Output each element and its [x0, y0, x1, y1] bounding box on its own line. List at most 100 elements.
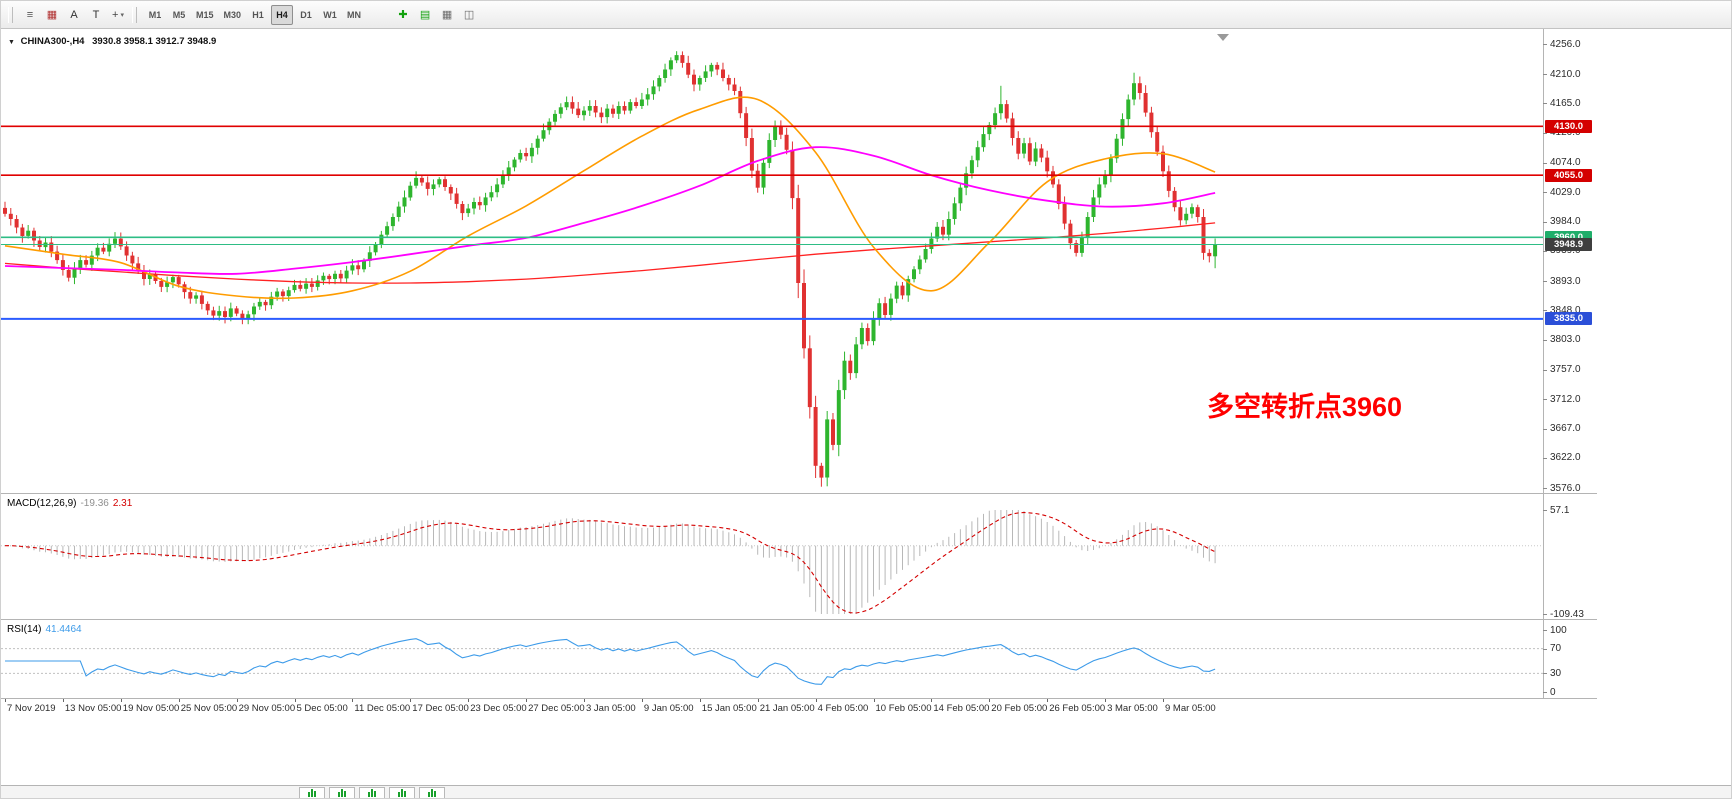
symbol-dropdown-icon[interactable]: ▼ — [8, 39, 15, 46]
chart-shift-marker-icon[interactable] — [1217, 34, 1229, 41]
time-axis-tick — [5, 699, 6, 702]
ma-fast-orange[interactable] — [4, 96, 1216, 300]
moving-averages-layer — [4, 96, 1216, 300]
axis-price-label: 57.1 — [1550, 504, 1570, 516]
candlestick-chart[interactable] — [1, 29, 1543, 493]
label-tool-button: T — [92, 8, 100, 21]
timeframe-button-w1[interactable]: W1 — [323, 9, 337, 20]
pane-separator — [1, 698, 1597, 699]
time-axis-label: 11 Dec 05:00 — [354, 703, 411, 714]
label-tool-button[interactable]: T — [86, 5, 106, 25]
timeframe-button-h1[interactable]: H1 — [252, 9, 264, 20]
macd-histogram — [10, 510, 1216, 614]
chart-tab-icon — [308, 789, 316, 797]
price-badge: 4055.0 — [1545, 168, 1592, 182]
time-axis-tick — [641, 699, 643, 702]
rsi-line — [5, 638, 1216, 685]
new-chart-icon[interactable]: ▦ — [42, 5, 62, 25]
time-axis-label: 10 Feb 05:00 — [875, 703, 932, 714]
toolbar-tools-group: ≡ ▦ A T + ▾ — [19, 5, 129, 25]
grid-icon[interactable]: ▦ — [441, 9, 453, 21]
axis-tick — [1543, 488, 1547, 489]
timeframe-button-d1[interactable]: D1 — [300, 9, 312, 20]
timeframe-button-m5[interactable]: M5 — [172, 9, 186, 20]
macd-label: MACD(12,26,9) -19.36 2.31 — [7, 498, 136, 509]
axis-tick — [1543, 281, 1547, 283]
toolbar-handle-icon[interactable]: ≡ — [20, 5, 40, 25]
timeframe-button-m30[interactable]: M30 — [223, 9, 242, 20]
axis-price-label: 4210.0 — [1550, 68, 1581, 80]
chart-tab[interactable] — [389, 787, 415, 798]
time-axis-tick — [1163, 699, 1164, 702]
time-axis-tick — [526, 699, 528, 702]
chart-title-ohlc: 3930.8 3958.1 3912.7 3948.9 — [92, 36, 217, 47]
axis-price-label: 4074.0 — [1550, 157, 1581, 169]
axis-price-label: 3667.0 — [1550, 423, 1581, 435]
macd-pane[interactable]: MACD(12,26,9) -19.36 2.31 — [1, 494, 1543, 620]
pane-separator[interactable] — [1, 619, 1597, 620]
axis-tick — [1543, 162, 1547, 164]
macd-signal-value: 2.31 — [112, 498, 133, 509]
rsi-pane[interactable]: RSI(14) 41.4464 — [1, 620, 1543, 699]
timeframe-button-h4[interactable]: H4 — [271, 4, 294, 25]
chart-tab[interactable] — [299, 787, 325, 798]
time-axis-label: 3 Jan 05:00 — [586, 703, 636, 714]
axis-price-label: 3893.0 — [1550, 275, 1581, 287]
axis-tick — [1543, 399, 1547, 401]
toolbar-drag-handle[interactable] — [8, 6, 13, 23]
crosshair-tool-button[interactable]: + ▾ — [108, 5, 128, 25]
axis-price-label: 30 — [1550, 667, 1562, 679]
text-tool-button[interactable]: A — [64, 5, 84, 25]
macd-name: MACD(12,26,9) — [7, 498, 77, 509]
time-axis-label: 3 Mar 05:00 — [1107, 703, 1158, 714]
rsi-plot — [1, 638, 1543, 685]
ma-mid-magenta[interactable] — [4, 146, 1216, 275]
timeframe-button-mn[interactable]: MN — [347, 9, 362, 20]
time-axis-tick — [757, 699, 759, 702]
time-axis-label: 9 Mar 05:00 — [1165, 703, 1216, 714]
tile-windows-icon[interactable]: ◫ — [463, 9, 475, 21]
chart-title: ▼ CHINA300-,H4 3930.8 3958.1 3912.7 3948… — [8, 36, 216, 47]
time-axis-label: 17 Dec 05:00 — [412, 703, 469, 714]
time-axis-label: 27 Dec 05:00 — [528, 703, 585, 714]
chart-annotation-text[interactable]: 多空转折点3960 — [1207, 392, 1403, 422]
main-chart-pane[interactable]: ▼ CHINA300-,H4 3930.8 3958.1 3912.7 3948… — [1, 29, 1543, 494]
axis-tick — [1543, 673, 1547, 675]
time-axis-label: 13 Nov 05:00 — [64, 703, 122, 714]
dropdown-caret-icon: ▾ — [120, 11, 124, 19]
chart-objects-icon[interactable]: ▤ — [419, 9, 431, 21]
chart-tab[interactable] — [359, 787, 385, 798]
axis-tick — [1543, 192, 1547, 194]
axis-price-label: 3576.0 — [1550, 482, 1581, 494]
ma-slow-red[interactable] — [4, 222, 1216, 284]
time-axis-tick — [699, 699, 701, 702]
axis-tick — [1543, 457, 1547, 459]
price-badge: 3948.9 — [1545, 238, 1592, 252]
timeframe-button-m15[interactable]: M15 — [196, 9, 214, 20]
add-indicator-icon[interactable]: ✚ — [398, 9, 408, 21]
axis-price-label: 3622.0 — [1550, 452, 1581, 464]
axis-tick — [1543, 250, 1547, 252]
axis-price-label: 100 — [1550, 624, 1567, 636]
time-axis-label: 5 Dec 05:00 — [296, 703, 348, 714]
price-axis: 4256.0 4210.0 4165.0 4120.0 4074.0 4029.0 3984… — [1543, 29, 1663, 494]
chart-title-symbol: CHINA300-,H4 — [20, 36, 85, 47]
timeframe-button-m1[interactable]: M1 — [148, 9, 162, 20]
time-axis-label: 20 Feb 05:00 — [991, 703, 1048, 714]
time-axis-tick — [468, 699, 470, 702]
toolbar-extra-group: ✚ ▤ ▦ ◫ — [392, 5, 480, 25]
rsi-value: 41.4464 — [45, 624, 82, 635]
chart-tab[interactable] — [419, 787, 445, 798]
rsi-axis: 100 70 30 0 — [1543, 620, 1663, 699]
toolbar-handle-icon: ≡ — [26, 8, 34, 21]
chart-tab-icon — [338, 789, 346, 797]
pane-separator[interactable] — [1, 493, 1597, 494]
chart-tab[interactable] — [329, 787, 355, 798]
price-badge: 4130.0 — [1545, 119, 1592, 133]
macd-signal-line — [5, 511, 1216, 614]
time-axis-label: 9 Jan 05:00 — [643, 703, 694, 714]
time-axis-tick — [352, 699, 354, 702]
time-axis-label: 15 Jan 05:00 — [701, 703, 757, 714]
axis-price-label: 4256.0 — [1550, 38, 1581, 50]
macd-axis: 57.1 -109.43 — [1543, 494, 1663, 620]
